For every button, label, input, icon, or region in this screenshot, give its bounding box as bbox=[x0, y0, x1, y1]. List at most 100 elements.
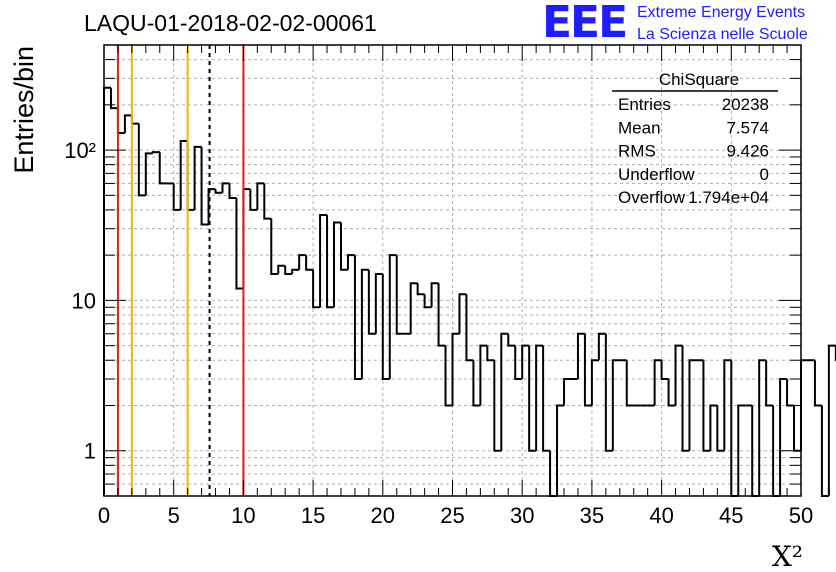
histogram-bin bbox=[444, 345, 453, 407]
stats-title: ChiSquare bbox=[659, 70, 739, 89]
histogram-bin bbox=[312, 269, 321, 309]
histogram-bin bbox=[458, 293, 467, 334]
histogram-bin bbox=[249, 189, 258, 211]
histogram-bin bbox=[597, 332, 606, 361]
y-axis-label: Entries/bin bbox=[9, 46, 39, 174]
histogram-bin bbox=[604, 333, 613, 452]
stats-row-label: Mean bbox=[618, 118, 661, 137]
histogram-bin bbox=[681, 345, 690, 452]
x-tick-label: 0 bbox=[98, 503, 110, 528]
histogram-bin bbox=[535, 344, 544, 451]
x-tick-label: 20 bbox=[371, 503, 395, 528]
x-tick-label: 40 bbox=[649, 503, 673, 528]
histogram-bin bbox=[416, 283, 425, 296]
histogram-bin bbox=[339, 222, 348, 271]
logo-line-2: La Scienza nelle Scuole bbox=[637, 26, 808, 43]
histogram-bin bbox=[827, 344, 836, 496]
histogram-bin bbox=[730, 360, 739, 497]
x-tick-label: 15 bbox=[301, 503, 325, 528]
histogram-bin bbox=[723, 359, 732, 451]
stats-row-label: Entries bbox=[618, 95, 671, 114]
histogram-bin bbox=[333, 221, 341, 308]
histogram-bin bbox=[514, 345, 523, 381]
histogram-bin bbox=[193, 145, 202, 210]
histogram-bin bbox=[793, 405, 801, 452]
histogram-bin bbox=[625, 360, 634, 407]
histogram-bin bbox=[123, 114, 132, 133]
histogram-bin bbox=[709, 404, 718, 451]
histogram-bin bbox=[542, 345, 551, 452]
histogram-bin bbox=[660, 360, 669, 381]
histogram-bin bbox=[298, 254, 307, 270]
histogram-bin bbox=[367, 269, 376, 335]
x-tick-label: 35 bbox=[580, 503, 604, 528]
histogram-bin bbox=[479, 344, 488, 406]
histogram-bin bbox=[430, 282, 439, 308]
axes: 0 5 10 15 20 25 30 35 40 45 50 1 10 10² bbox=[64, 44, 813, 528]
histogram-bin bbox=[702, 360, 711, 452]
histogram-bin bbox=[563, 378, 571, 406]
y-tick-label: 10² bbox=[64, 138, 96, 163]
histogram-bin bbox=[158, 152, 167, 185]
grid bbox=[104, 45, 801, 496]
histogram-bin bbox=[716, 405, 725, 452]
histogram-bin bbox=[103, 86, 111, 496]
histogram-bin bbox=[576, 332, 585, 380]
histogram-bin bbox=[235, 197, 244, 290]
histogram-bin bbox=[465, 294, 474, 362]
histogram-bin bbox=[144, 152, 153, 196]
stats-box: ChiSquare Entries 20238 Mean 7.574 RMS 9.426 Un… bbox=[612, 70, 778, 207]
histogram-bin bbox=[472, 360, 481, 407]
histogram-bin bbox=[284, 265, 293, 275]
x-tick-label: 45 bbox=[719, 503, 743, 528]
stats-row-label: RMS bbox=[618, 142, 656, 161]
histogram-bin bbox=[291, 268, 300, 274]
histogram-bin bbox=[221, 182, 230, 193]
histogram-bin bbox=[813, 360, 822, 407]
x-tick-label: 10 bbox=[231, 503, 255, 528]
histogram-bin bbox=[130, 115, 139, 125]
histogram-bin bbox=[353, 255, 362, 381]
histogram-bin bbox=[395, 255, 404, 335]
histogram-bin bbox=[360, 268, 369, 380]
y-tick-label: 10 bbox=[72, 288, 96, 313]
histogram-bin bbox=[263, 183, 272, 220]
histogram-bin bbox=[667, 379, 676, 407]
logo-line-1: Extreme Energy Events bbox=[637, 4, 806, 21]
histogram-bin bbox=[779, 378, 788, 496]
histogram-bin bbox=[137, 123, 146, 197]
histogram-bin bbox=[737, 404, 746, 496]
histogram-bin bbox=[674, 344, 683, 406]
histogram-bin bbox=[528, 345, 537, 452]
x-tick-label: 50 bbox=[789, 503, 813, 528]
logo-mark: EEE bbox=[542, 0, 628, 48]
histogram-bin bbox=[409, 282, 418, 334]
x-tick-label: 25 bbox=[440, 503, 464, 528]
histogram-bin bbox=[151, 151, 160, 154]
histogram-bin bbox=[493, 360, 502, 452]
x-axis-label: X² bbox=[772, 540, 803, 572]
histogram-bin bbox=[507, 333, 516, 347]
marker-lines bbox=[116, 45, 245, 496]
histogram-bin bbox=[200, 146, 209, 226]
stats-row-label: Underflow bbox=[618, 165, 695, 184]
histogram-bin bbox=[207, 188, 216, 225]
histogram-bin bbox=[653, 359, 662, 406]
stats-row-value: 9.426 bbox=[726, 142, 769, 161]
histogram-bin bbox=[374, 272, 383, 334]
histogram-bin bbox=[305, 255, 314, 271]
histogram-bin bbox=[228, 183, 237, 199]
histogram-bin bbox=[270, 218, 279, 275]
histogram-bin bbox=[381, 273, 390, 381]
histogram-bin bbox=[758, 359, 767, 496]
stats-row-value: 7.574 bbox=[726, 118, 769, 137]
histogram-bin bbox=[590, 359, 599, 406]
histogram-bin bbox=[583, 333, 592, 407]
histogram-bin bbox=[172, 183, 181, 211]
histogram-bin bbox=[611, 359, 620, 451]
histogram-bin bbox=[437, 283, 446, 347]
x-tick-label: 5 bbox=[168, 503, 180, 528]
y-tick-label: 1 bbox=[84, 439, 96, 464]
histogram-bin bbox=[186, 140, 195, 211]
histogram-bin bbox=[786, 379, 795, 407]
